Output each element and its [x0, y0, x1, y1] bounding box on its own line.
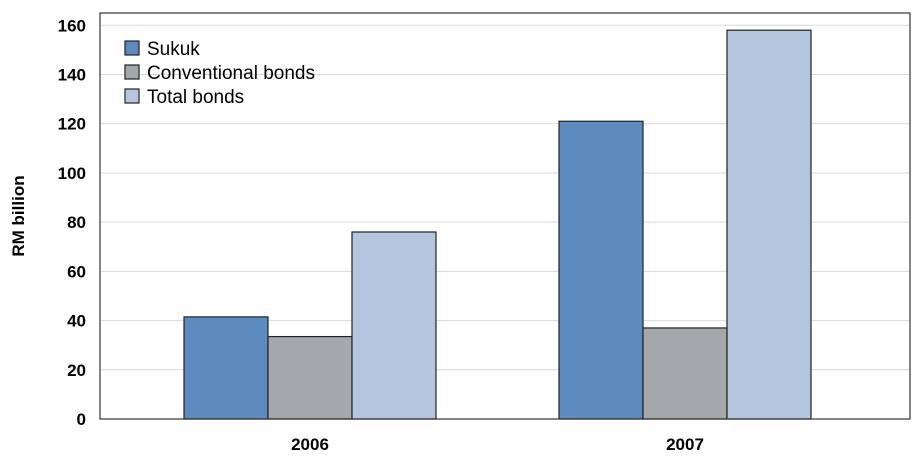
- bar-conventional-bonds-2007: [642, 327, 728, 420]
- legend-label: Sukuk: [147, 39, 200, 60]
- y-axis-label: RM billion: [9, 175, 28, 256]
- y-tick-label: 80: [67, 213, 86, 232]
- legend-swatch: [124, 88, 140, 104]
- y-tick-label: 40: [67, 312, 86, 331]
- bar-total-bonds-2006: [351, 231, 437, 420]
- legend-label: Conventional bonds: [147, 63, 315, 84]
- y-tick-label: 0: [77, 410, 86, 429]
- bar-total-bonds-2007: [726, 29, 812, 420]
- legend-label: Total bonds: [147, 87, 244, 108]
- bar-sukuk-2007: [558, 120, 644, 420]
- y-tick-label: 100: [58, 164, 86, 183]
- legend-swatch: [124, 40, 140, 56]
- y-tick-label: 140: [58, 66, 86, 85]
- bars: [183, 29, 812, 420]
- bar-sukuk-2006: [183, 316, 269, 420]
- x-category-label: 2007: [666, 435, 704, 454]
- legend-swatch: [124, 64, 140, 80]
- y-tick-label: 160: [58, 16, 86, 35]
- y-tick-label: 120: [58, 115, 86, 134]
- y-axis-ticks: 0 20 40 60 80 100 120 140 160: [58, 16, 86, 429]
- legend: Sukuk Conventional bonds Total bonds: [124, 39, 315, 108]
- bar-conventional-bonds-2006: [267, 335, 353, 420]
- x-axis-categories: 2006 2007: [291, 435, 704, 454]
- plot-frame: [99, 12, 911, 420]
- y-tick-label: 20: [67, 361, 86, 380]
- y-tick-label: 60: [67, 262, 86, 281]
- x-category-label: 2006: [291, 435, 329, 454]
